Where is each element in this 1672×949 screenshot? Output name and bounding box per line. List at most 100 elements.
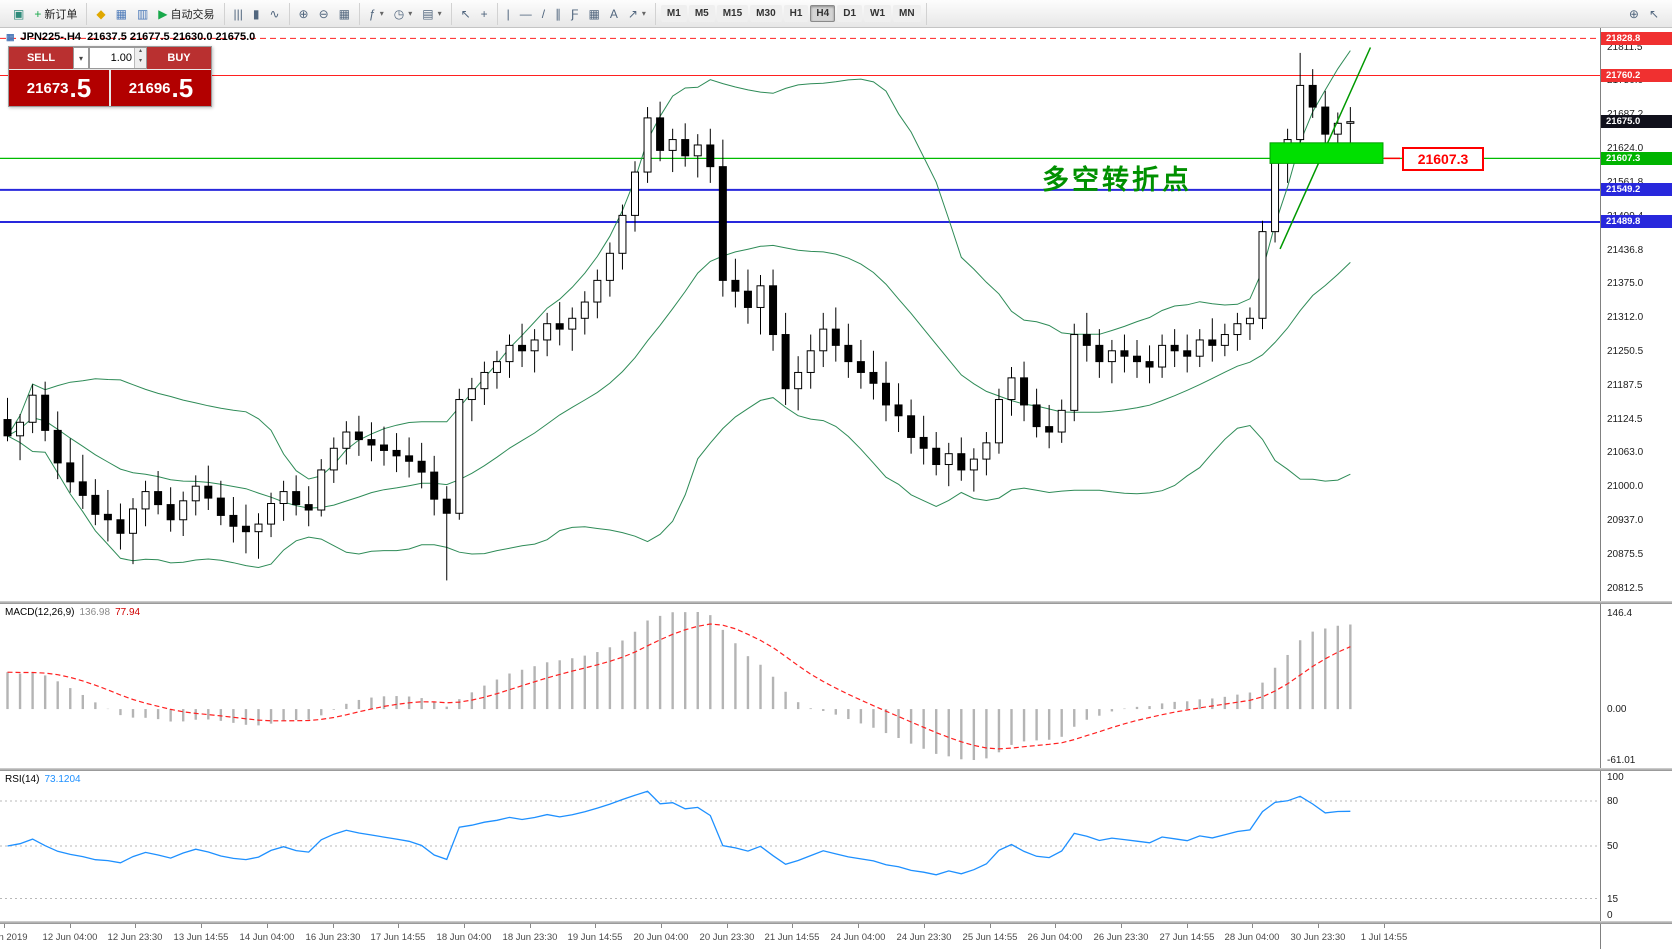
horizontal-line-icon: —: [519, 6, 532, 21]
price-axis-label: 21375.0: [1607, 278, 1644, 289]
toolbar: ▣ + 新订单 ◆ ▦ ▥ ▶ 自动交易 ||| ▮ ∿ ⊕ ⊖ ▦ ƒ ▾ ◷ ▾ ▤ ▾ ↖ + | — / ∥ Ƒ ▦ A ↗ ▾ M1…: [0, 0, 1672, 28]
tf-button-h4[interactable]: H4: [810, 5, 836, 22]
grid-icon[interactable]: ▦: [584, 4, 603, 24]
trendline-icon: /: [541, 6, 546, 21]
buy-price-button[interactable]: 21696 .5: [111, 70, 211, 106]
tf-button-m1[interactable]: M1: [660, 5, 687, 22]
time-axis-label: 18 Jun 23:30: [502, 932, 558, 943]
time-axis-label: 30 Jun 23:30: [1290, 932, 1346, 943]
pane-separator[interactable]: [0, 601, 1672, 604]
market-watch-icon[interactable]: ▦: [112, 4, 131, 24]
tile-windows-icon: ▦: [338, 6, 351, 21]
pane-separator[interactable]: [0, 921, 1672, 924]
tf-button-h1[interactable]: H1: [783, 5, 809, 22]
price-axis-label: 20875.5: [1607, 549, 1644, 560]
macd-axis-label: -61.01: [1607, 755, 1636, 766]
time-axis-tick: [267, 924, 268, 928]
time-axis: 1 Jun 2019 12 Jun 04:00 12 Jun 23:30 13 Jun…: [0, 924, 1672, 949]
sell-price-button[interactable]: 21673 .5: [9, 70, 109, 106]
templates-button[interactable]: ▤ ▾: [418, 4, 445, 24]
time-axis-label: 24 Jun 04:00: [830, 932, 886, 943]
horizontal-line-icon[interactable]: —: [516, 4, 536, 24]
cursor-icon[interactable]: ↖: [457, 4, 475, 24]
price-axis-label: 21063.0: [1607, 447, 1644, 458]
time-axis-tick: [201, 924, 202, 928]
tf-button-w1[interactable]: W1: [864, 5, 892, 22]
time-axis-tick: [1187, 924, 1188, 928]
chart-window-icon: ▣: [13, 6, 25, 21]
zoom-out-icon[interactable]: ⊖: [315, 4, 333, 24]
volume-down-button[interactable]: ▾: [135, 58, 146, 68]
tf-button-m15[interactable]: M15: [716, 5, 749, 22]
price-axis-label: 21187.5: [1607, 380, 1643, 391]
time-axis-label: 25 Jun 14:55: [962, 932, 1018, 943]
market-watch-icon: ▦: [115, 6, 127, 21]
tile-windows-icon[interactable]: ▦: [335, 4, 354, 24]
rsi-pane[interactable]: [0, 771, 1600, 921]
chevron-down-icon: ▾: [379, 9, 384, 18]
time-axis-label: 21 Jun 14:55: [764, 932, 820, 943]
chevron-down-icon: ▾: [408, 9, 413, 18]
periods-button[interactable]: ◷ ▾: [390, 4, 417, 24]
rsi-indicator-label: RSI(14) 73.1204: [5, 774, 81, 785]
price-axis-label: 21000.0: [1607, 481, 1644, 492]
price-axis-label: 21312.0: [1607, 312, 1644, 323]
vertical-line-icon[interactable]: |: [503, 4, 514, 24]
bar-chart-icon: |||: [233, 6, 243, 21]
macd-axis-label: 146.4: [1607, 608, 1633, 619]
pane-separator[interactable]: [0, 768, 1672, 771]
time-axis-label: 18 Jun 04:00: [436, 932, 492, 943]
time-axis-label: 24 Jun 23:30: [896, 932, 952, 943]
macd-pane[interactable]: [0, 604, 1600, 768]
metaeditor-icon[interactable]: ◆: [92, 4, 109, 24]
toolbar-group: ↖ +: [452, 2, 498, 25]
time-axis-tick: [135, 924, 136, 928]
price-marker-21489.8: 21489.8: [1601, 215, 1672, 228]
bar-chart-icon[interactable]: |||: [230, 4, 247, 24]
new-order-button[interactable]: + 新订单: [30, 4, 81, 24]
zoom-out-icon: ⊖: [318, 6, 329, 21]
tf-button-m30[interactable]: M30: [750, 5, 782, 22]
price-axis-label: 20812.5: [1607, 583, 1644, 594]
buy-price: 21696: [128, 79, 171, 97]
buy-price-fraction: .5: [171, 73, 194, 103]
time-axis-tick: [464, 924, 465, 928]
trendline-icon[interactable]: /: [538, 4, 549, 24]
fibonacci-icon: Ƒ: [571, 6, 579, 21]
volume-up-button[interactable]: ▴: [135, 48, 146, 58]
main-chart[interactable]: [0, 28, 1600, 601]
volume-input[interactable]: [90, 48, 134, 68]
tf-button-m5[interactable]: M5: [688, 5, 715, 22]
price-axis-label: 21124.5: [1607, 414, 1643, 425]
new-order-button: +: [34, 6, 42, 21]
buy-button[interactable]: BUY: [147, 47, 211, 69]
order-type-dropdown[interactable]: ▾: [73, 47, 89, 69]
chart-window-icon[interactable]: ▣: [9, 4, 28, 24]
pointer-icon[interactable]: ↖: [1645, 4, 1663, 24]
price-axis-label: 21561.8: [1607, 177, 1643, 188]
channel-icon[interactable]: ∥: [551, 4, 565, 24]
sell-button[interactable]: SELL: [9, 47, 73, 69]
macd-value: 136.98: [79, 607, 111, 618]
time-axis-tick: [1055, 924, 1056, 928]
text-icon[interactable]: A: [606, 4, 622, 24]
time-axis-label: 28 Jun 04:00: [1224, 932, 1280, 943]
autotrading-button: ▶: [158, 6, 168, 21]
search-plus-icon[interactable]: ⊕: [1625, 4, 1643, 24]
macd-name: MACD(12,26,9): [5, 607, 75, 618]
tf-button-mn[interactable]: MN: [893, 5, 921, 22]
arrows-icon[interactable]: ↗ ▾: [624, 4, 650, 24]
price-axis-label: 21811.5: [1607, 42, 1643, 53]
autotrading-button[interactable]: ▶ 自动交易: [154, 4, 218, 24]
macd-indicator-label: MACD(12,26,9) 136.98 77.94: [5, 607, 140, 618]
fibonacci-icon[interactable]: Ƒ: [567, 4, 582, 24]
chevron-down-icon: ▾: [78, 53, 83, 63]
crosshair-icon[interactable]: +: [477, 4, 492, 24]
symbol-info-line: ▦ JPN225-.H4 21637.5 21677.5 21630.0 216…: [6, 31, 255, 43]
candlestick-chart-icon[interactable]: ▮: [249, 4, 264, 24]
indicators-button[interactable]: ƒ ▾: [365, 4, 388, 24]
line-chart-icon[interactable]: ∿: [265, 4, 283, 24]
zoom-in-icon[interactable]: ⊕: [295, 4, 313, 24]
tf-button-d1[interactable]: D1: [837, 5, 863, 22]
navigator-icon[interactable]: ▥: [133, 4, 152, 24]
